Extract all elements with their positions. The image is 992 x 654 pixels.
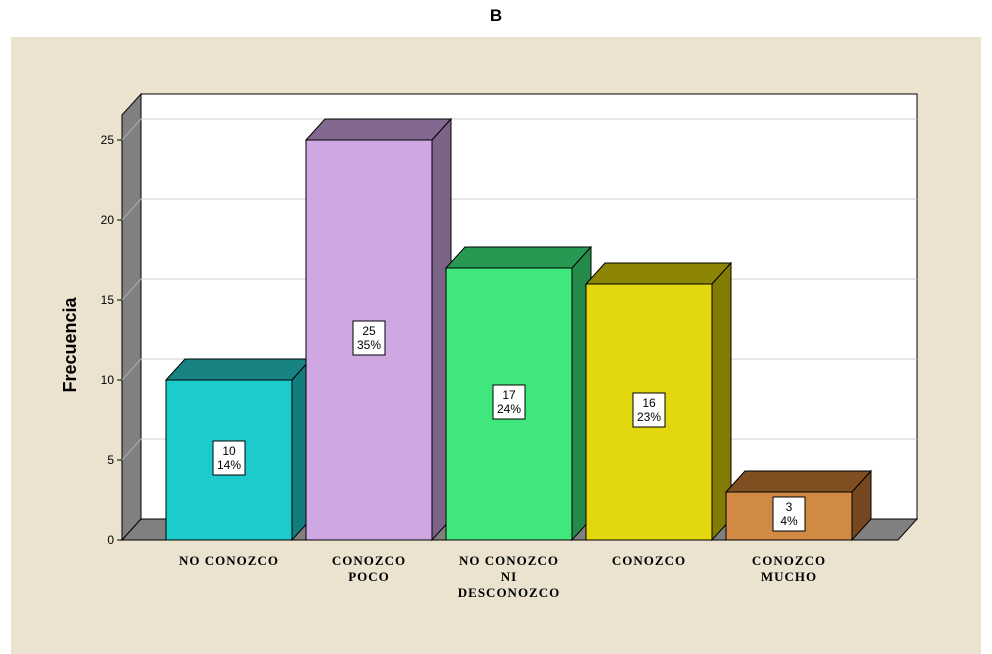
x-tick-label-line: CONOZCO — [332, 553, 406, 568]
data-label-percent: 35% — [357, 338, 381, 352]
x-tick-label: NO CONOZCO — [179, 553, 279, 568]
x-tick-label-line: CONOZCO — [752, 553, 826, 568]
x-tick-label: CONOZCO POCO — [332, 553, 406, 584]
bar-top — [584, 262, 733, 285]
x-tick-label-line: NO CONOZCO — [179, 553, 279, 568]
y-tick-label: 0 — [107, 533, 114, 547]
data-label-value: 3 — [786, 500, 793, 514]
data-label-box — [352, 320, 386, 356]
data-label-percent: 24% — [497, 402, 521, 416]
x-tick-label-line: NO CONOZCO — [459, 553, 559, 568]
data-label-value: 17 — [502, 388, 516, 402]
x-tick-label-line: DESCONOZCO — [458, 585, 560, 600]
y-tick-label: 5 — [107, 453, 114, 467]
data-label-box — [492, 384, 526, 420]
gridline-side — [121, 198, 142, 221]
data-label-percent: 4% — [780, 514, 798, 528]
bar-top — [164, 358, 313, 381]
y-tick-label: 15 — [101, 293, 115, 307]
y-tick-label: 25 — [101, 133, 115, 147]
data-label-value: 10 — [222, 444, 236, 458]
data-label-percent: 23% — [637, 410, 661, 424]
bar-top — [724, 470, 873, 493]
x-tick-label-line: MUCHO — [761, 569, 817, 584]
gridline-side — [121, 278, 142, 301]
data-label-box — [212, 440, 246, 476]
data-label-value: 16 — [642, 396, 656, 410]
x-tick-label: NO CONOZCO NI DESCONOZCO — [458, 553, 560, 600]
gridline-side — [121, 118, 142, 141]
y-axis-label: Frecuencia — [60, 296, 80, 392]
y-tick-label: 20 — [101, 213, 115, 227]
data-label-box — [632, 392, 666, 428]
gridline-side — [121, 438, 142, 461]
x-tick-label: CONOZCO MUCHO — [752, 553, 826, 584]
chart-title: B — [489, 6, 503, 25]
gridline-side — [121, 358, 142, 381]
data-label-box — [772, 496, 806, 532]
plot-left-wall — [121, 92, 142, 542]
x-tick-label: CONOZCO — [612, 553, 686, 568]
bar-top — [304, 118, 453, 141]
x-tick-label-line: POCO — [348, 569, 390, 584]
data-label-percent: 14% — [217, 458, 241, 472]
x-tick-label-line: CONOZCO — [612, 553, 686, 568]
y-tick-label: 10 — [101, 373, 115, 387]
bar-top — [444, 246, 593, 269]
x-tick-label-line: NI — [501, 569, 517, 584]
data-label-value: 25 — [362, 324, 376, 338]
